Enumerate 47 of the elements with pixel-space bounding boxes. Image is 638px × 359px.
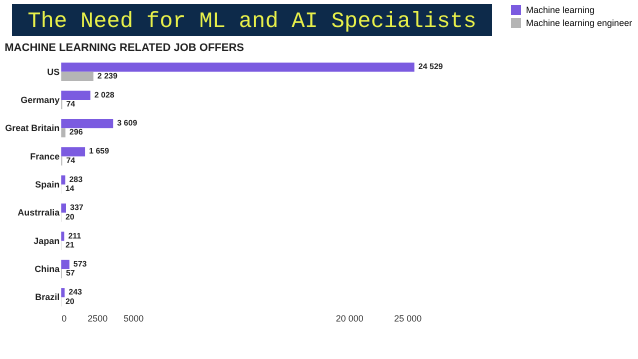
bar	[61, 260, 70, 270]
data-label: 20	[65, 212, 75, 222]
data-label: 20	[65, 296, 75, 306]
data-label: 573	[73, 259, 88, 268]
legend-label: Machine learning	[526, 5, 595, 15]
chart-title: The Need for ML and AI Specialists	[28, 9, 476, 34]
bar	[61, 72, 94, 81]
y-tick-label: Brazil	[35, 292, 60, 302]
x-tick-label: 25 000	[394, 314, 422, 324]
bar	[61, 62, 414, 72]
data-label: 2 028	[94, 90, 115, 100]
y-tick-label: France	[30, 151, 60, 162]
data-label: 296	[69, 128, 84, 137]
bar	[61, 288, 65, 298]
data-label: 211	[68, 231, 82, 240]
data-label: 1 659	[89, 146, 110, 156]
data-label: 74	[66, 156, 76, 165]
bar	[61, 90, 90, 100]
x-tick-label: 20 000	[336, 314, 364, 324]
bar	[61, 204, 66, 213]
bar	[61, 232, 64, 241]
x-tick-label: 0	[62, 314, 67, 324]
legend-label: Machine learning engineer	[526, 18, 632, 28]
data-label: 21	[65, 240, 75, 250]
y-tick-label: Spain	[35, 180, 60, 190]
bar	[61, 128, 66, 138]
bar	[61, 175, 66, 184]
data-label: 337	[70, 203, 84, 212]
y-tick-label: China	[34, 264, 61, 274]
x-tick-label: 2500	[88, 314, 108, 324]
x-tick-label: 5000	[124, 314, 144, 324]
data-label: 14	[65, 184, 75, 194]
data-label: 24 529	[418, 62, 444, 72]
y-tick-label: Austrralia	[18, 208, 61, 218]
data-label: 283	[69, 174, 84, 184]
y-tick-label: Great Britain	[5, 123, 60, 134]
data-label: 74	[66, 100, 76, 109]
data-label: 243	[68, 288, 83, 297]
bar	[61, 118, 114, 128]
data-label: 2 239	[97, 71, 118, 80]
y-tick-label: Japan	[34, 236, 60, 246]
data-label: 3 609	[117, 118, 138, 128]
data-label: 57	[66, 268, 76, 278]
bar	[61, 147, 86, 156]
y-tick-label: Germany	[20, 94, 60, 105]
chart-subtitle: MACHINE LEARNING RELATED JOB OFFERS	[4, 42, 244, 54]
y-tick-label: US	[47, 66, 60, 77]
